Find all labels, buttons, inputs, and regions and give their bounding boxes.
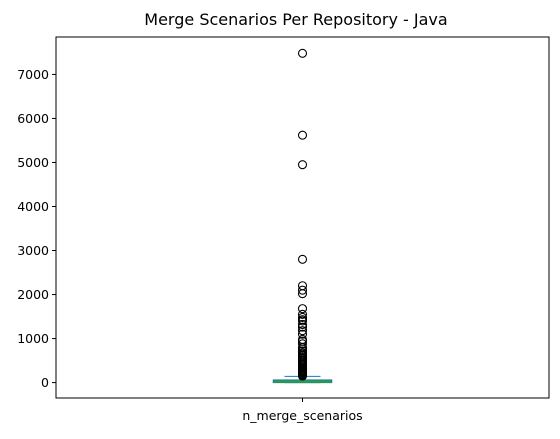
y-tick-label: 7000: [17, 67, 49, 82]
x-tick-label: n_merge_scenarios: [242, 408, 362, 423]
y-tick-label: 1000: [17, 331, 49, 346]
y-tick-label: 6000: [17, 111, 49, 126]
outlier-point: [297, 289, 308, 299]
outlier-point: [297, 326, 308, 336]
outlier-point: [297, 304, 308, 314]
y-tick-label: 5000: [17, 155, 49, 170]
outliers: [297, 48, 308, 381]
y-tick-label: 0: [41, 375, 49, 390]
outlier-point: [297, 316, 308, 326]
outlier-point: [297, 329, 308, 339]
outlier-point: [297, 48, 308, 58]
outlier-point: [297, 339, 308, 349]
outlier-point: [297, 371, 308, 381]
y-tick-label: 2000: [17, 287, 49, 302]
outlier-point: [297, 309, 308, 319]
outlier-point: [297, 160, 308, 170]
ticks: 0 1000 2000 3000 4000 5000 6000 7000 n_merge_sce…: [17, 67, 362, 423]
outlier-point: [297, 285, 308, 295]
outlier-point: [297, 312, 308, 322]
y-tick-label: 3000: [17, 243, 49, 258]
outlier-point: [297, 322, 308, 332]
outlier-point: [297, 254, 308, 264]
outlier-point: [297, 319, 308, 330]
y-tick-label: 4000: [17, 199, 49, 214]
chart-title: Merge Scenarios Per Repository - Java: [144, 10, 447, 29]
outlier-point: [297, 130, 308, 140]
